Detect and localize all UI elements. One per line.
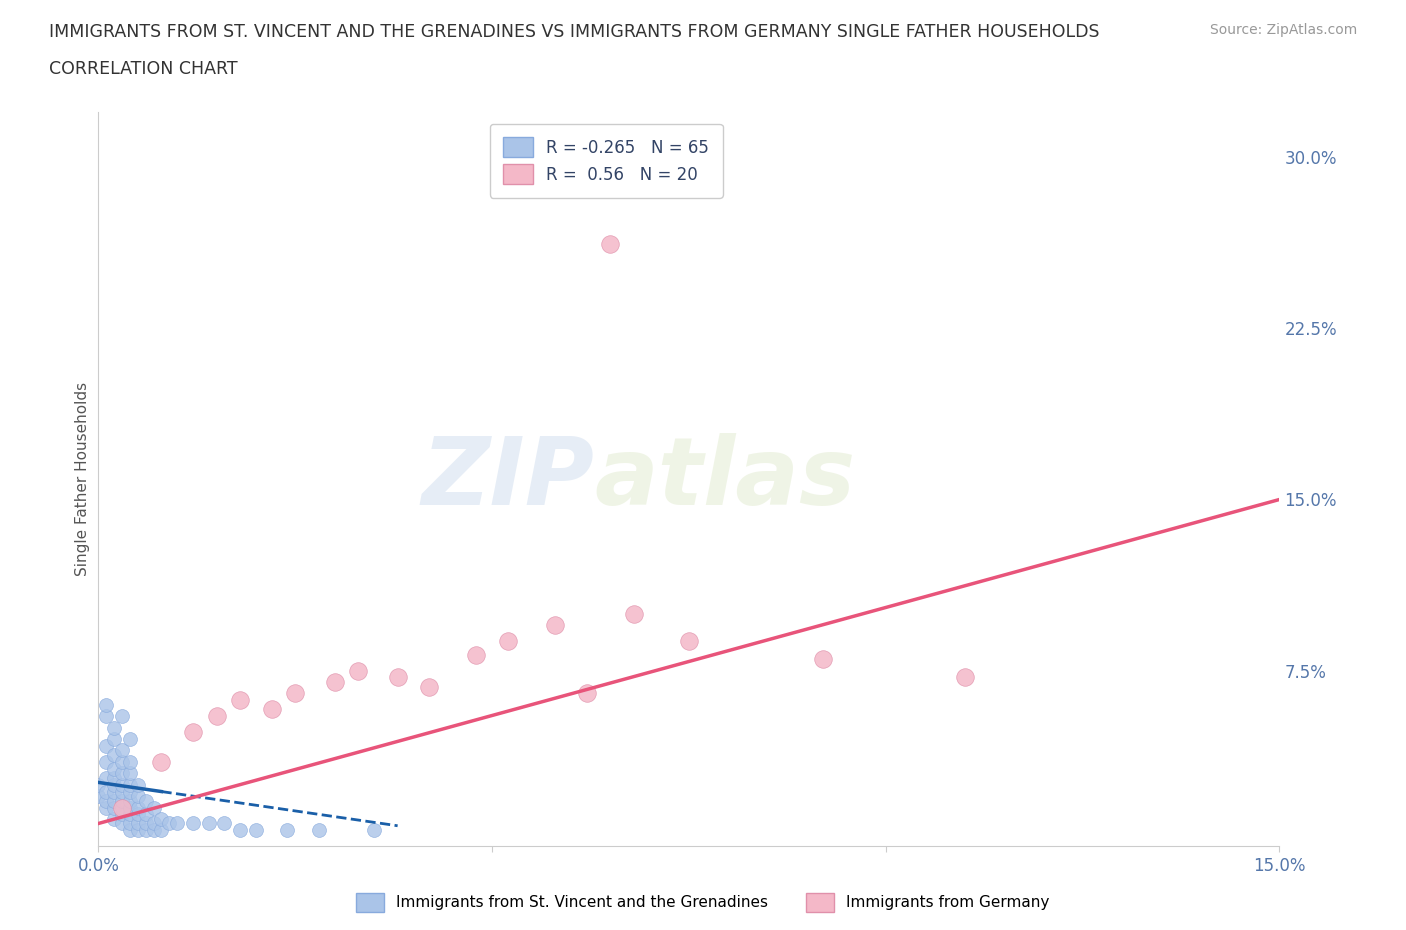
Point — [496, 633, 519, 648]
Point — [103, 732, 125, 747]
Point — [118, 816, 141, 830]
Point — [465, 647, 488, 662]
Point — [111, 816, 134, 830]
Point — [103, 784, 125, 799]
Point — [599, 236, 621, 251]
Point — [276, 823, 298, 838]
Point — [87, 777, 110, 792]
Point — [103, 762, 125, 777]
Text: atlas: atlas — [595, 433, 856, 525]
Point — [103, 812, 125, 827]
Point — [118, 777, 141, 792]
Point — [96, 709, 118, 724]
Point — [118, 754, 141, 769]
Point — [111, 754, 134, 769]
Point — [103, 748, 125, 763]
Y-axis label: Single Father Households: Single Father Households — [75, 382, 90, 576]
Point — [111, 765, 134, 780]
Point — [111, 800, 134, 815]
Legend: Immigrants from St. Vincent and the Grenadines, Immigrants from Germany: Immigrants from St. Vincent and the Gren… — [350, 887, 1056, 918]
Point — [103, 800, 125, 815]
Point — [127, 816, 149, 830]
Point — [214, 816, 236, 830]
Point — [150, 812, 173, 827]
Point — [135, 816, 157, 830]
Point — [678, 633, 700, 648]
Point — [127, 777, 149, 792]
Point — [142, 823, 165, 838]
Point — [96, 793, 118, 808]
Point — [103, 720, 125, 735]
Text: Source: ZipAtlas.com: Source: ZipAtlas.com — [1209, 23, 1357, 37]
Point — [111, 807, 134, 822]
Point — [96, 754, 118, 769]
Point — [111, 777, 134, 792]
Point — [229, 823, 252, 838]
Text: CORRELATION CHART: CORRELATION CHART — [49, 60, 238, 78]
Point — [111, 793, 134, 808]
Point — [387, 670, 409, 684]
Point — [811, 652, 834, 667]
Point — [181, 724, 204, 739]
Point — [96, 738, 118, 753]
Point — [150, 754, 173, 769]
Point — [96, 800, 118, 815]
Point — [111, 784, 134, 799]
Point — [150, 823, 173, 838]
Point — [284, 686, 307, 701]
Point — [87, 789, 110, 804]
Point — [623, 606, 645, 621]
Point — [127, 800, 149, 815]
Point — [205, 709, 228, 724]
Point — [111, 743, 134, 758]
Point — [157, 816, 180, 830]
Point — [96, 784, 118, 799]
Point — [363, 823, 385, 838]
Point — [166, 816, 188, 830]
Point — [135, 807, 157, 822]
Text: ZIP: ZIP — [422, 433, 595, 525]
Point — [575, 686, 598, 701]
Point — [418, 679, 440, 694]
Legend: R = -0.265   N = 65, R =  0.56   N = 20: R = -0.265 N = 65, R = 0.56 N = 20 — [489, 124, 723, 197]
Point — [96, 770, 118, 785]
Point — [229, 693, 252, 708]
Point — [118, 800, 141, 815]
Point — [127, 789, 149, 804]
Point — [96, 698, 118, 712]
Point — [127, 807, 149, 822]
Point — [103, 793, 125, 808]
Point — [181, 816, 204, 830]
Point — [111, 709, 134, 724]
Point — [245, 823, 267, 838]
Point — [103, 770, 125, 785]
Text: IMMIGRANTS FROM ST. VINCENT AND THE GRENADINES VS IMMIGRANTS FROM GERMANY SINGLE: IMMIGRANTS FROM ST. VINCENT AND THE GREN… — [49, 23, 1099, 41]
Point — [544, 618, 567, 632]
Point — [135, 823, 157, 838]
Point — [323, 674, 346, 689]
Point — [118, 732, 141, 747]
Point — [111, 800, 134, 815]
Point — [103, 777, 125, 792]
Point — [260, 702, 283, 717]
Point — [118, 793, 141, 808]
Point — [142, 816, 165, 830]
Point — [142, 800, 165, 815]
Point — [118, 823, 141, 838]
Point — [347, 663, 370, 678]
Point — [953, 670, 976, 684]
Point — [308, 823, 330, 838]
Point — [118, 765, 141, 780]
Point — [197, 816, 219, 830]
Point — [118, 807, 141, 822]
Point — [118, 784, 141, 799]
Point — [135, 793, 157, 808]
Point — [127, 823, 149, 838]
